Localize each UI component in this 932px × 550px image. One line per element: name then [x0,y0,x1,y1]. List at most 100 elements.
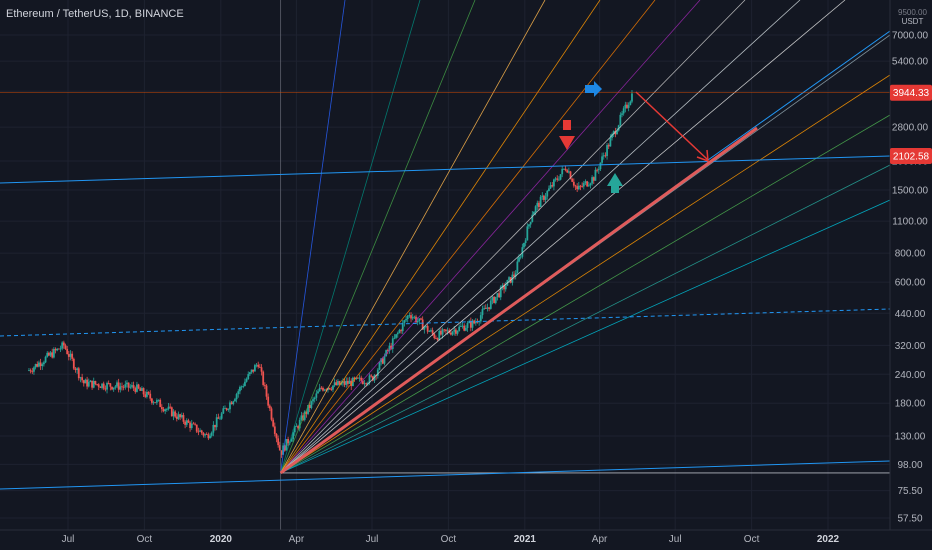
candle-body [46,352,49,357]
candle-body [99,386,102,388]
candle-body [295,426,298,427]
gann-fan-line[interactable] [280,0,346,473]
y-tick-label: 800.00 [895,249,926,260]
candle-body [200,430,203,433]
candle-body [66,348,69,355]
candle-body [486,307,489,309]
gann-fan-line[interactable] [280,0,656,474]
candle-body [38,362,40,367]
candle-body [386,350,389,351]
candle-body [571,178,574,182]
main-support-trendline[interactable] [279,126,758,475]
candle-body [207,434,210,439]
candle-body [342,381,344,383]
candle-body [587,185,590,187]
candle-body [268,405,271,409]
projection-arrow-line[interactable] [635,91,709,161]
gann-fan-line[interactable] [280,0,746,474]
candle-body [267,396,270,406]
candle-body [43,362,45,365]
chart-legend-title: Ethereum / TetherUS, 1D, BINANCE [6,8,184,20]
candle-body [154,402,157,404]
candle-body [139,388,142,391]
candle-body [622,108,625,114]
dashed-trendline[interactable] [0,308,891,337]
candle-body [463,325,466,331]
candle-body [557,179,560,181]
gann-fan-line[interactable] [280,74,891,474]
candle-body [94,380,97,385]
candle-body [355,377,358,380]
candle-body [450,332,452,335]
candle-body [335,382,338,385]
candle-body [129,386,132,388]
candle-body [484,308,487,309]
candle-body [169,406,172,408]
candle-body [609,137,612,147]
candle-body [122,386,125,388]
candle-body [378,362,381,370]
price-axis-bg [890,0,932,530]
candle-body [418,318,421,322]
lower-support-line[interactable] [0,460,891,490]
candle-body [586,181,589,187]
candle-body [160,407,163,410]
gann-fan-line[interactable] [280,0,846,474]
candle-body [332,385,334,390]
candle-body [566,170,569,173]
candle-body [300,415,303,420]
gann-fan-line[interactable] [280,0,801,474]
candle-body [631,93,633,102]
gann-fan-line[interactable] [280,0,601,474]
gann-fan-line[interactable] [280,0,546,474]
candle-body [280,450,283,455]
candle-body [533,212,535,215]
y-tick-label: 7000.00 [892,31,929,42]
gann-fan-line[interactable] [280,0,421,474]
candle-body [131,385,133,387]
candle-body [187,420,190,423]
candle-body [458,326,461,331]
candle-body [54,349,57,351]
gann-fan-line[interactable] [280,199,891,474]
candle-body [157,399,160,401]
candle-body [134,388,137,392]
horizontal-resistance-line[interactable] [0,155,891,184]
gann-fan-line[interactable] [280,0,701,474]
candle-body [518,257,520,262]
candle-body [49,352,52,356]
drawings-layer[interactable] [0,0,891,530]
candle-body [564,168,567,171]
gann-fan-line[interactable] [280,114,891,474]
candle-body [147,391,150,394]
candle-body [175,416,178,419]
gann-fan-line[interactable] [280,164,891,474]
candle-body [473,320,476,324]
x-tick-label: Oct [137,534,153,545]
candle-body [371,376,374,381]
candle-body [416,321,419,323]
candle-body [523,242,525,248]
candle-body [317,391,319,394]
candle-body [503,285,505,290]
candle-body [258,366,261,368]
x-tick-label: Jul [62,534,75,545]
candle-body [592,177,595,181]
candle-body [272,419,275,427]
upper-channel-line[interactable] [707,30,891,161]
candle-body [76,368,79,370]
candle-body [219,418,221,420]
candle-body [445,329,447,332]
candle-body [393,337,396,339]
time-axis[interactable]: Jul Oct 2020 Apr Jul Oct 2021 Apr Jul Oct 2022 [0,529,932,545]
candle-body [285,439,288,451]
candle-body [234,399,236,402]
candle-body [240,386,243,388]
candle-body [361,380,364,384]
gann-fan-line[interactable] [280,0,476,474]
candle-body [119,386,122,390]
price-axis[interactable]: 7000.005400.004000.002800.002000.001500.… [889,0,932,530]
candle-body [29,370,32,372]
candle-body [146,391,148,397]
